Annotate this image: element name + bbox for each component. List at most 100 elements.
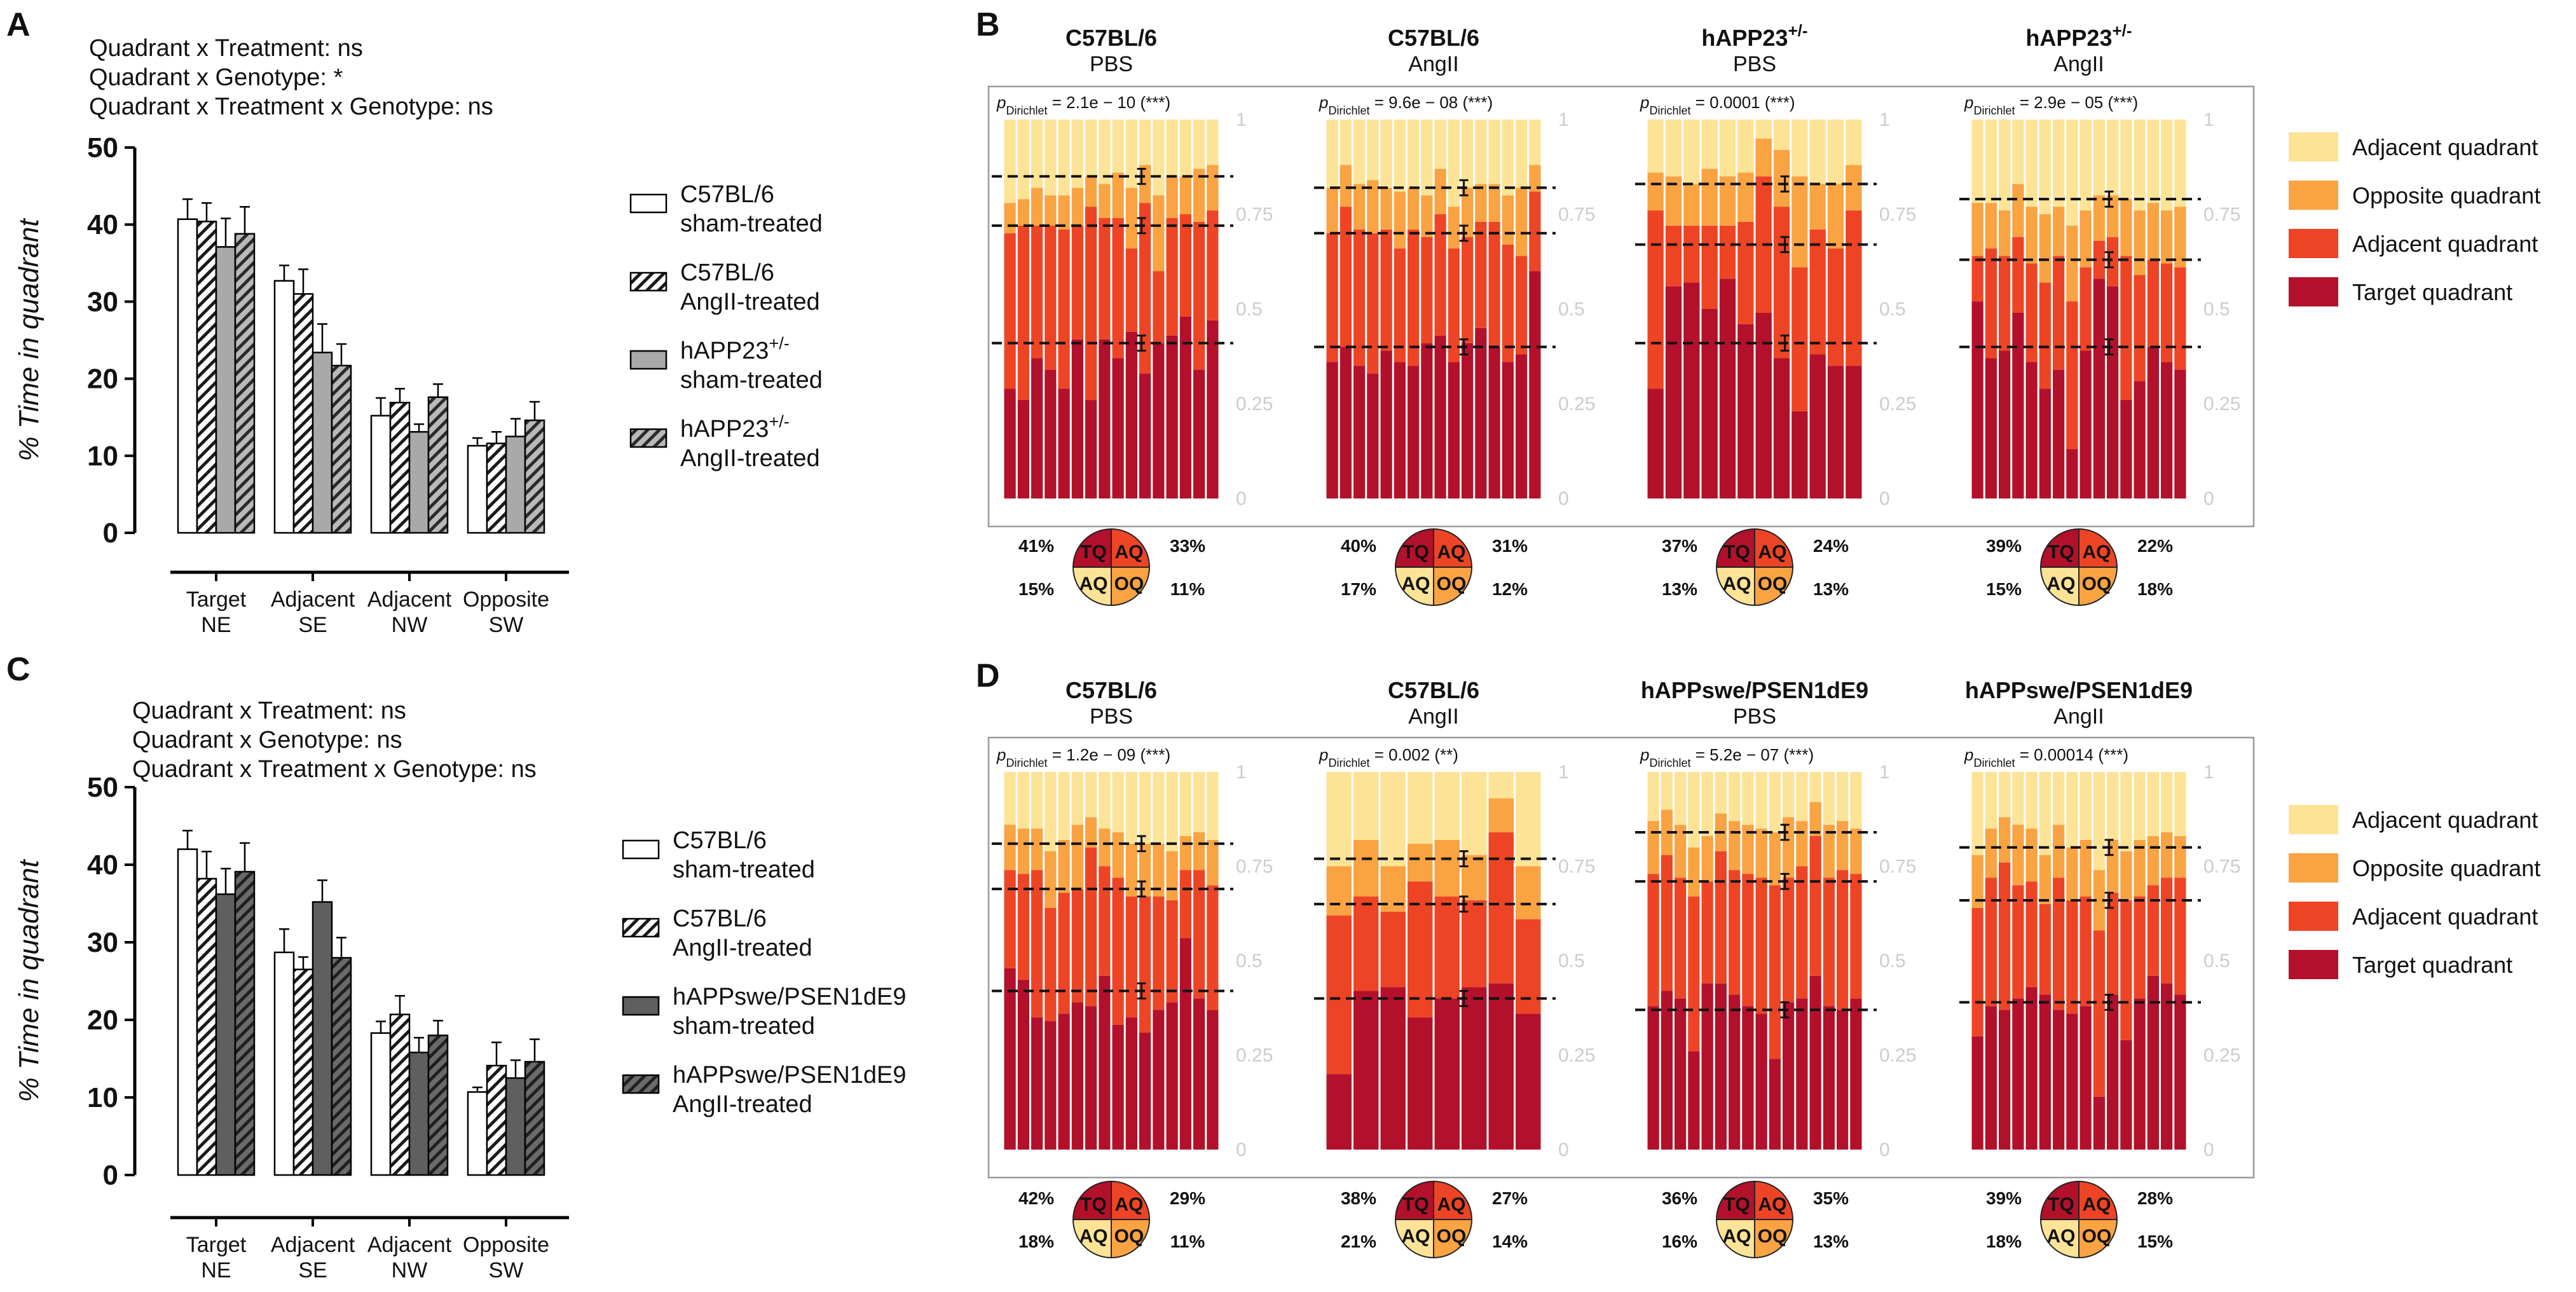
bar: [408, 430, 430, 534]
stack-segment-adjacent-light: [1837, 772, 1849, 821]
pie-percent: 39%: [1986, 1188, 2022, 1208]
p-value: pDirichlet = 1.2e − 09 (***): [996, 745, 1170, 769]
bar: [273, 280, 295, 534]
stack-segment-target: [1701, 983, 1713, 1150]
stack-segment-adjacent: [1125, 897, 1137, 1018]
stack-segment-adjacent-light: [1166, 120, 1178, 177]
stack-segment-adjacent: [1045, 225, 1057, 370]
stack-segment-adjacent-light: [1085, 120, 1097, 177]
stack-segment-adjacent-light: [1058, 772, 1070, 840]
stack-segment-adjacent-light: [1971, 772, 1983, 855]
stack-segment-adjacent-light: [2147, 772, 2159, 836]
stack-segment-target: [2039, 994, 2051, 1150]
stack-segment-opposite: [1516, 188, 1528, 256]
stack-segment-adjacent: [1207, 210, 1219, 320]
pie-opposite: [1433, 567, 1473, 607]
stack-segment-adjacent-light: [1326, 772, 1352, 867]
stats-line: Quadrant x Genotype: *: [89, 64, 343, 91]
stack-segment-target: [1408, 1017, 1433, 1150]
stack-segment-opposite: [1017, 199, 1029, 226]
stack-segment-opposite: [2053, 825, 2065, 878]
stack-segment-adjacent-light: [2025, 772, 2038, 829]
stack-segment-opposite: [2161, 832, 2173, 878]
legend-label: sham-treated: [673, 856, 815, 883]
y-tick-label: 10: [87, 441, 118, 472]
stack-segment-opposite: [1971, 203, 1983, 256]
stack-segment-adjacent-light: [1783, 772, 1795, 818]
stack-segment-adjacent-light: [1529, 120, 1541, 165]
pie-percent: 39%: [1986, 536, 2022, 556]
y-tick-label: 0.75: [1558, 204, 1595, 225]
bar: [196, 877, 217, 1176]
stack-segment-opposite: [2093, 195, 2105, 241]
stack-segment-target: [2012, 998, 2024, 1150]
stack-segment-adjacent-light: [1125, 772, 1137, 844]
stack-segment-target: [1773, 358, 1790, 498]
stack-segment-target: [1166, 1002, 1178, 1150]
stack-segment-target: [1742, 1006, 1754, 1150]
stack-segment-adjacent: [1769, 885, 1781, 1059]
stack-segment-adjacent: [1809, 835, 1821, 976]
pie-percent: 15%: [2137, 1232, 2173, 1251]
stack-segment-adjacent: [1353, 897, 1379, 991]
bar: [215, 893, 236, 1176]
legend-label: C57BL/6: [680, 181, 774, 208]
stack-segment-opposite: [2079, 839, 2092, 897]
stack-segment-opposite: [1421, 195, 1433, 237]
bar: [292, 968, 314, 1176]
pie-percent: 15%: [1018, 579, 1054, 599]
y-tick-label: 0.75: [1236, 856, 1273, 877]
stack-segment-opposite: [1434, 168, 1446, 214]
stack-segment-target: [1380, 350, 1392, 498]
stack-segment-adjacent-light: [1434, 120, 1446, 169]
stack-segment-adjacent-light: [1408, 120, 1420, 188]
stack-segment-adjacent-light: [1139, 120, 1151, 165]
stack-segment-adjacent-light: [1153, 120, 1165, 196]
stack-segment-opposite: [1850, 828, 1862, 874]
stack-segment-adjacent-light: [1017, 120, 1029, 200]
stack-segment-adjacent: [2079, 897, 2092, 1007]
stack-segment-target: [1045, 1021, 1057, 1150]
stack-segment-target: [2174, 994, 2186, 1150]
quadrant-label: AQ: [1758, 542, 1787, 563]
quadrant-label: AQ: [1115, 1194, 1144, 1215]
stack-segment-target: [1701, 309, 1718, 498]
legend-swatch: [2289, 950, 2338, 979]
stack-segment-target: [1769, 1059, 1781, 1150]
pie-percent: 13%: [1662, 579, 1697, 599]
stack-segment-adjacent-light: [2025, 120, 2038, 207]
y-tick-label: 0: [103, 518, 118, 549]
stack-segment-adjacent: [1971, 256, 1983, 302]
group-title: C57BL/6: [1388, 25, 1479, 51]
stack-segment-opposite: [1099, 184, 1111, 218]
pie-percent: 17%: [1341, 579, 1376, 599]
group-subtitle: PBS: [1090, 52, 1133, 76]
stack-segment-target: [1207, 320, 1219, 498]
stack-segment-adjacent-light: [1166, 772, 1178, 851]
quadrant-label: OQ: [1437, 574, 1467, 594]
stack-segment-adjacent: [1792, 267, 1808, 411]
y-tick-label: 0.25: [2203, 394, 2240, 415]
quadrant-label: OQ: [1437, 1226, 1467, 1247]
stack-segment-target: [1004, 388, 1016, 498]
stack-segment-adjacent-light: [1715, 772, 1727, 814]
stack-segment-target: [1827, 366, 1844, 498]
stack-segment-adjacent: [2147, 885, 2159, 976]
stack-segment-opposite: [1701, 168, 1718, 226]
stack-segment-adjacent-light: [1999, 120, 2011, 211]
group-title: C57BL/6: [1065, 25, 1157, 51]
stack-segment-target: [1394, 362, 1406, 498]
stack-segment-target: [1809, 975, 1821, 1150]
y-tick-label: 50: [87, 132, 118, 163]
stack-segment-opposite: [1112, 172, 1124, 218]
stack-segment-opposite: [2134, 839, 2146, 897]
quadrant-label: AQ: [1079, 574, 1108, 594]
stack-segment-opposite: [1408, 843, 1433, 882]
stack-segment-target: [1985, 358, 1997, 498]
bar: [196, 221, 217, 534]
stack-segment-adjacent: [1353, 229, 1366, 366]
y-tick-label: 0.75: [1879, 856, 1916, 877]
bar: [215, 246, 236, 534]
stack-segment-adjacent: [1462, 237, 1474, 343]
stack-segment-opposite: [1380, 188, 1392, 230]
